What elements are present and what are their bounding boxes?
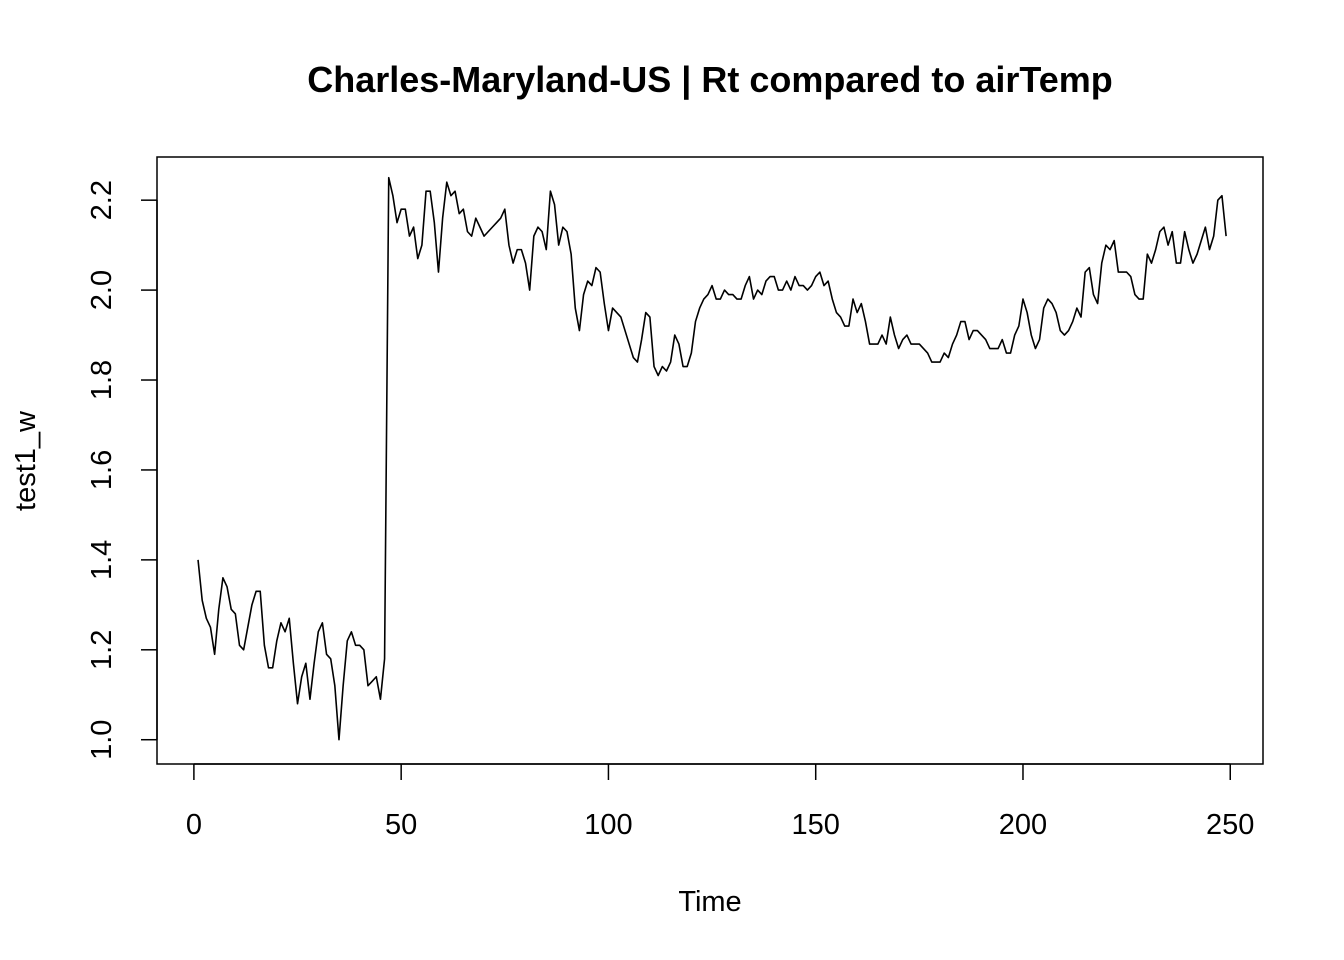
x-tick-label: 150 bbox=[792, 809, 840, 841]
x-tick-label: 0 bbox=[186, 809, 202, 841]
y-tick-label: 2.2 bbox=[86, 180, 118, 220]
y-tick-label: 1.8 bbox=[86, 360, 118, 400]
x-tick-label: 250 bbox=[1206, 809, 1254, 841]
y-tick-label: 1.6 bbox=[86, 450, 118, 490]
x-axis: 0 50 100 150 200 250 bbox=[186, 763, 1254, 841]
plot-frame bbox=[156, 156, 1264, 765]
x-tick-label: 200 bbox=[999, 809, 1047, 841]
y-tick-label: 1.0 bbox=[86, 720, 118, 760]
y-tick-label: 2.0 bbox=[86, 270, 118, 310]
x-tick-label: 50 bbox=[385, 809, 417, 841]
y-tick-label: 1.2 bbox=[86, 630, 118, 670]
y-axis-label: test1_w bbox=[10, 410, 42, 511]
chart-title: Charles-Maryland-US | Rt compared to air… bbox=[307, 59, 1113, 101]
x-axis-label: Time bbox=[678, 886, 741, 918]
series-line bbox=[197, 176, 1227, 741]
x-tick-label: 100 bbox=[584, 809, 632, 841]
y-tick-label: 1.4 bbox=[86, 540, 118, 580]
y-axis: 1.0 1.2 1.4 1.6 1.8 2.0 2.2 bbox=[86, 180, 158, 760]
